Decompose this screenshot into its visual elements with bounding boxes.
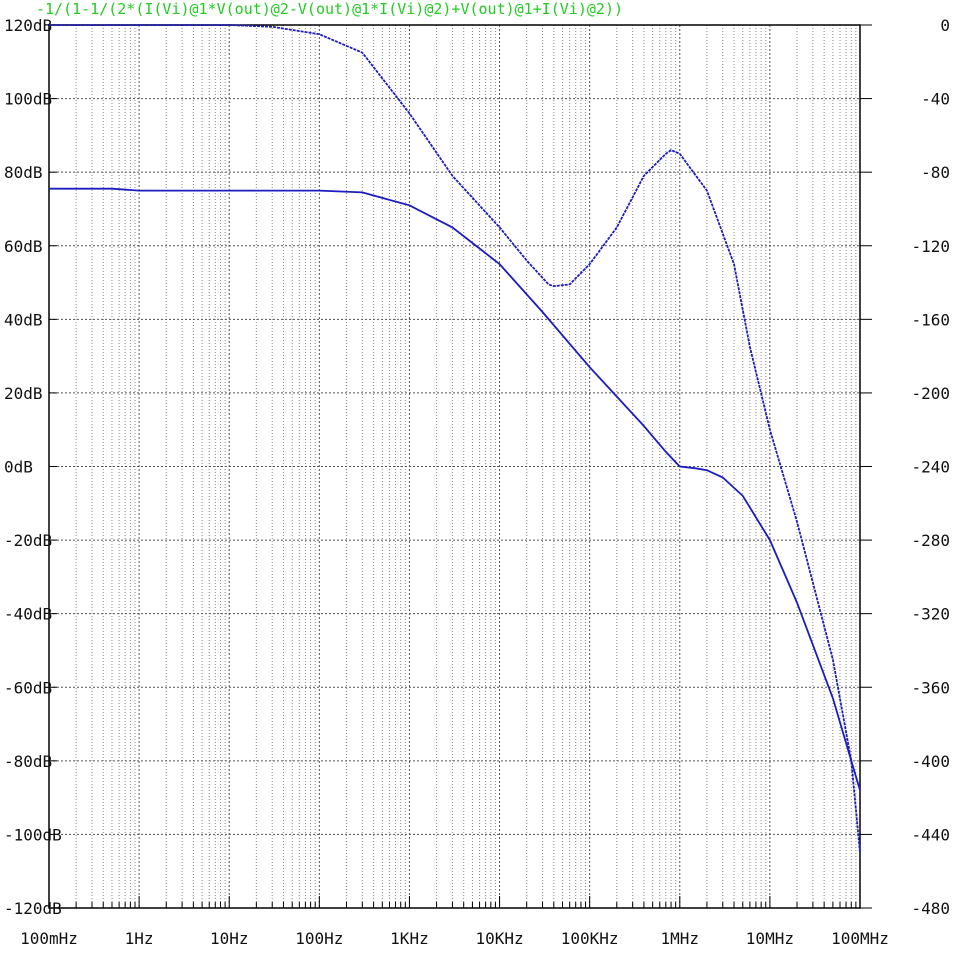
y-left-tick-label: 20dB [4, 384, 43, 403]
x-tick-label: 1Hz [125, 929, 154, 948]
y-left-tick-label: -20dB [4, 531, 52, 550]
x-tick-label: 100Hz [295, 929, 343, 948]
y-left-tick-label: -40dB [4, 605, 52, 624]
x-tick-label: 100MHz [831, 929, 889, 948]
y-right-tick-label: -200 [911, 384, 950, 403]
y-left-tick-label: 60dB [4, 237, 43, 256]
x-tick-label: 100mHz [20, 929, 78, 948]
y-right-tick-label: -120 [911, 237, 950, 256]
y-left-tick-label: -80dB [4, 752, 52, 771]
y-right-tick-label: -40 [921, 90, 950, 109]
x-tick-label: 10MHz [746, 929, 794, 948]
x-tick-label: 100KHz [561, 929, 619, 948]
phase-trace [49, 24, 861, 853]
x-tick-label: 10Hz [210, 929, 249, 948]
y-left-tick-label: -100dB [4, 825, 62, 844]
y-left-tick-label: 100dB [4, 90, 52, 109]
chart-title: -1/(1-1/(2*(I(Vi)@1*V(out)@2-V(out)@1*I(… [36, 0, 623, 18]
series-layer [49, 24, 861, 853]
x-tick-label: 1MHz [661, 929, 700, 948]
y-left-tick-label: -120dB [4, 899, 62, 918]
y-right-tick-label: -320 [911, 605, 950, 624]
y-left-tick-label: 0dB [4, 458, 33, 477]
y-right-tick-label: -480 [911, 899, 950, 918]
grid [48, 24, 861, 909]
x-tick-label: 1KHz [390, 929, 429, 948]
x-tick-label: 10KHz [475, 929, 523, 948]
y-right-tick-label: -360 [911, 678, 950, 697]
axis-ticks: 100mHz 1Hz 10Hz 100Hz 1KHz 10KHz 100KHz 1MHz 10M… [4, 16, 950, 948]
y-left-tick-label: 120dB [4, 16, 52, 35]
y-right-tick-label: -240 [911, 458, 950, 477]
y-right-tick-label: -400 [911, 752, 950, 771]
y-right-tick-label: -160 [911, 310, 950, 329]
y-right-tick-label: -80 [921, 163, 950, 182]
y-left-tick-label: 40dB [4, 310, 43, 329]
y-left-tick-label: -60dB [4, 678, 52, 697]
y-left-tick-label: 80dB [4, 163, 43, 182]
y-right-tick-label: -440 [911, 825, 950, 844]
magnitude-trace [49, 187, 861, 791]
y-right-tick-label: -280 [911, 531, 950, 550]
y-right-tick-label: 0 [940, 16, 950, 35]
